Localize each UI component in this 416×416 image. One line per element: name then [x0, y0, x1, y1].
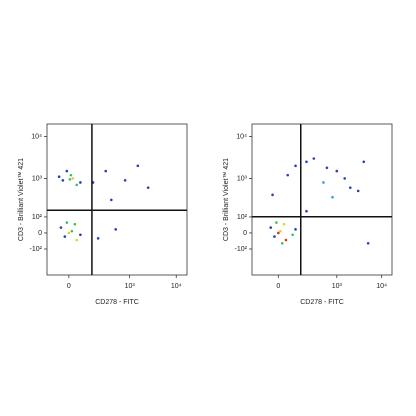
event-dot: [366, 241, 370, 245]
event-dot: [136, 164, 140, 168]
y-tick-label: 10²: [237, 214, 248, 221]
y-tick-label: -10²: [30, 246, 43, 253]
plot-frame: [251, 123, 393, 276]
event-dot: [280, 241, 284, 245]
event-dot: [348, 186, 352, 189]
event-dot: [65, 169, 69, 173]
event-dot: [79, 181, 82, 184]
y-axis-label: CD3 - Brilliant Violet™ 421: [18, 158, 25, 241]
event-dot: [79, 233, 82, 237]
event-dot: [61, 179, 65, 182]
event-dot: [362, 160, 366, 164]
event-dot: [114, 228, 118, 231]
event-dot: [277, 231, 280, 235]
event-dot: [356, 189, 360, 193]
event-dot: [68, 178, 72, 181]
event-dot: [312, 157, 316, 160]
event-dot: [104, 169, 108, 173]
y-tick-label: 0: [38, 230, 42, 237]
event-dot: [294, 164, 297, 168]
event-dot: [75, 238, 79, 242]
event-dot: [146, 186, 150, 189]
event-dot: [110, 198, 113, 202]
event-dot: [343, 177, 346, 180]
event-dot: [269, 226, 273, 229]
y-tick-label: 10³: [32, 175, 43, 182]
y-tick-label: 10⁴: [236, 133, 247, 140]
event-dot: [69, 173, 73, 177]
event-dot: [65, 221, 69, 224]
event-dot: [73, 222, 77, 226]
x-tick-label: 10⁴: [171, 283, 182, 290]
y-tick-label: 10³: [237, 175, 248, 182]
y-axis-label: CD3 - Brilliant Violet™ 421: [223, 158, 230, 241]
event-dot: [325, 166, 329, 170]
event-dot: [331, 195, 334, 199]
y-tick-label: 10⁴: [31, 133, 42, 140]
x-tick-label: 0: [276, 283, 280, 290]
event-dot: [294, 228, 297, 231]
event-dot: [278, 229, 282, 233]
event-dot: [59, 226, 63, 229]
event-dot: [96, 237, 100, 240]
event-dot: [123, 179, 127, 182]
y-tick-label: -10²: [235, 246, 248, 253]
event-dot: [286, 173, 290, 177]
event-dot: [275, 221, 278, 224]
event-dot: [67, 231, 71, 235]
event-dot: [322, 181, 325, 184]
event-dot: [63, 235, 67, 238]
y-tick-label: 0: [243, 230, 247, 237]
x-axis-label: CD278 - FITC: [300, 299, 344, 306]
x-tick-label: 10³: [332, 283, 343, 290]
event-dot: [271, 193, 274, 197]
x-tick-label: 10⁴: [376, 283, 387, 290]
event-dot: [284, 238, 288, 242]
event-dot: [71, 177, 75, 180]
x-tick-label: 10³: [125, 283, 136, 290]
x-tick-label: 0: [67, 283, 71, 290]
event-dot: [305, 209, 308, 213]
plot-frame: [46, 123, 188, 276]
y-tick-label: 10²: [32, 214, 43, 221]
event-dot: [273, 235, 276, 238]
x-axis-label: CD278 - FITC: [95, 299, 139, 306]
event-dot: [70, 229, 74, 233]
event-dot: [335, 169, 339, 173]
event-dot: [282, 222, 286, 226]
event-dot: [75, 183, 79, 187]
event-dot: [57, 175, 61, 179]
event-dot: [305, 160, 308, 164]
event-dot: [291, 233, 294, 237]
